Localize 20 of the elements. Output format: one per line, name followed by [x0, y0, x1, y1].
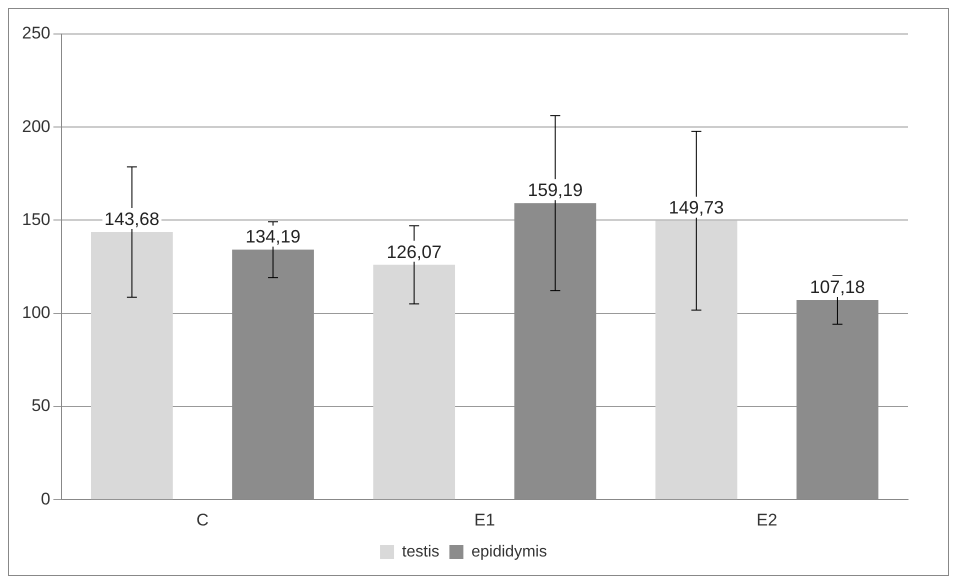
y-tick-label: 0	[40, 489, 50, 508]
data-label: 149,73	[668, 198, 724, 218]
y-tick-label: 50	[31, 396, 50, 416]
data-label: 134,19	[245, 226, 301, 247]
bar	[90, 232, 173, 500]
y-tick-label: 200	[22, 116, 50, 136]
y-tick-label: 150	[22, 210, 50, 229]
x-tick-label: E2	[756, 510, 778, 530]
bar	[373, 264, 456, 500]
data-label: 126,07	[386, 242, 442, 262]
y-tick-label: 250	[22, 24, 50, 43]
data-label: 143,68	[104, 208, 160, 229]
x-tick-label: E1	[474, 510, 496, 530]
legend-label: epididymis	[471, 543, 547, 560]
bar	[655, 220, 738, 500]
x-tick-label: C	[196, 510, 209, 530]
data-label: 107,18	[810, 276, 865, 297]
legend-label: testis	[402, 543, 440, 560]
y-tick-label: 100	[22, 303, 50, 322]
data-label: 159,19	[528, 180, 583, 200]
